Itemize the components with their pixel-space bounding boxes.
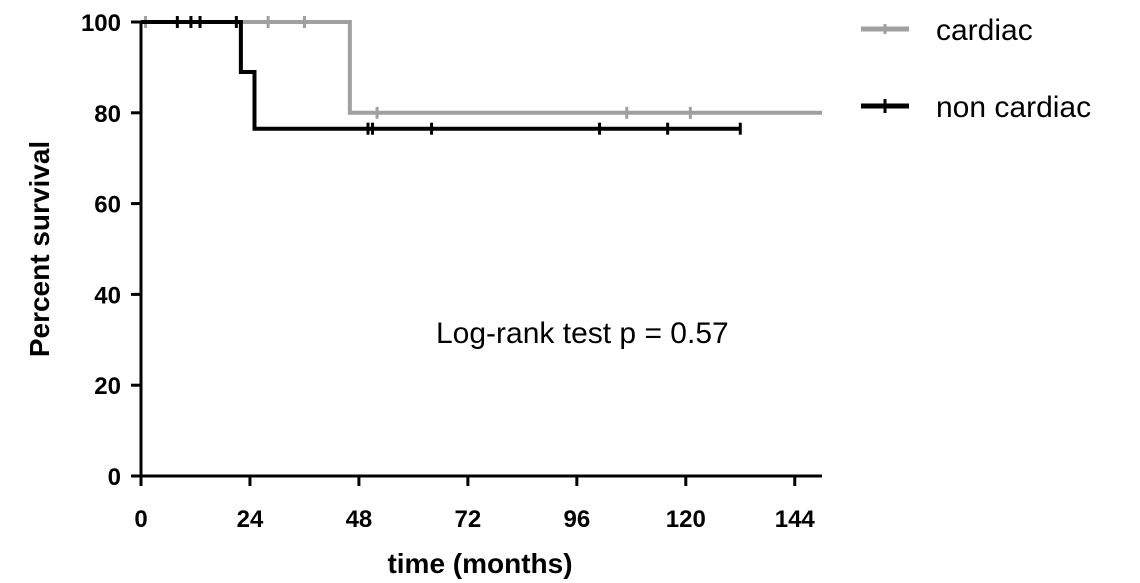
x-tick-label: 120	[666, 506, 706, 533]
y-tick-label: 0	[108, 464, 121, 491]
y-tick-label: 100	[81, 10, 121, 37]
x-axis-title: time (months)	[387, 548, 572, 579]
y-tick-label: 60	[94, 192, 121, 219]
series-line-cardiac	[141, 20, 822, 115]
x-tick-label: 144	[775, 506, 816, 533]
x-ticks: 0 24 48 72 96 120 144	[134, 476, 815, 533]
y-ticks: 0 20 40 60 80 100	[81, 10, 141, 491]
legend-label-non-cardiac: non cardiac	[936, 91, 1091, 124]
axes	[139, 22, 822, 478]
x-tick-label: 24	[237, 506, 264, 533]
log-rank-annotation: Log-rank test p = 0.57	[436, 317, 729, 350]
x-tick-label: 96	[563, 506, 590, 533]
y-tick-label: 80	[94, 101, 121, 128]
y-axis-title: Percent survival	[24, 141, 55, 357]
y-tick-label: 20	[94, 373, 121, 400]
x-tick-label: 72	[455, 506, 482, 533]
y-tick-label: 40	[94, 282, 121, 309]
plot-area	[141, 16, 822, 135]
x-tick-label: 48	[346, 506, 373, 533]
series-line-non-cardiac	[141, 20, 741, 131]
x-tick-label: 0	[134, 506, 147, 533]
legend-label-cardiac: cardiac	[936, 14, 1033, 47]
legend: cardiac non cardiac	[861, 14, 1091, 124]
